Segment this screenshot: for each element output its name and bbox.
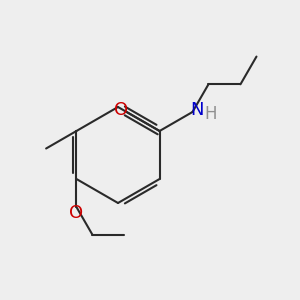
Text: N: N [191, 101, 204, 119]
Text: O: O [114, 101, 128, 119]
Text: H: H [204, 105, 217, 123]
Text: O: O [69, 204, 83, 222]
